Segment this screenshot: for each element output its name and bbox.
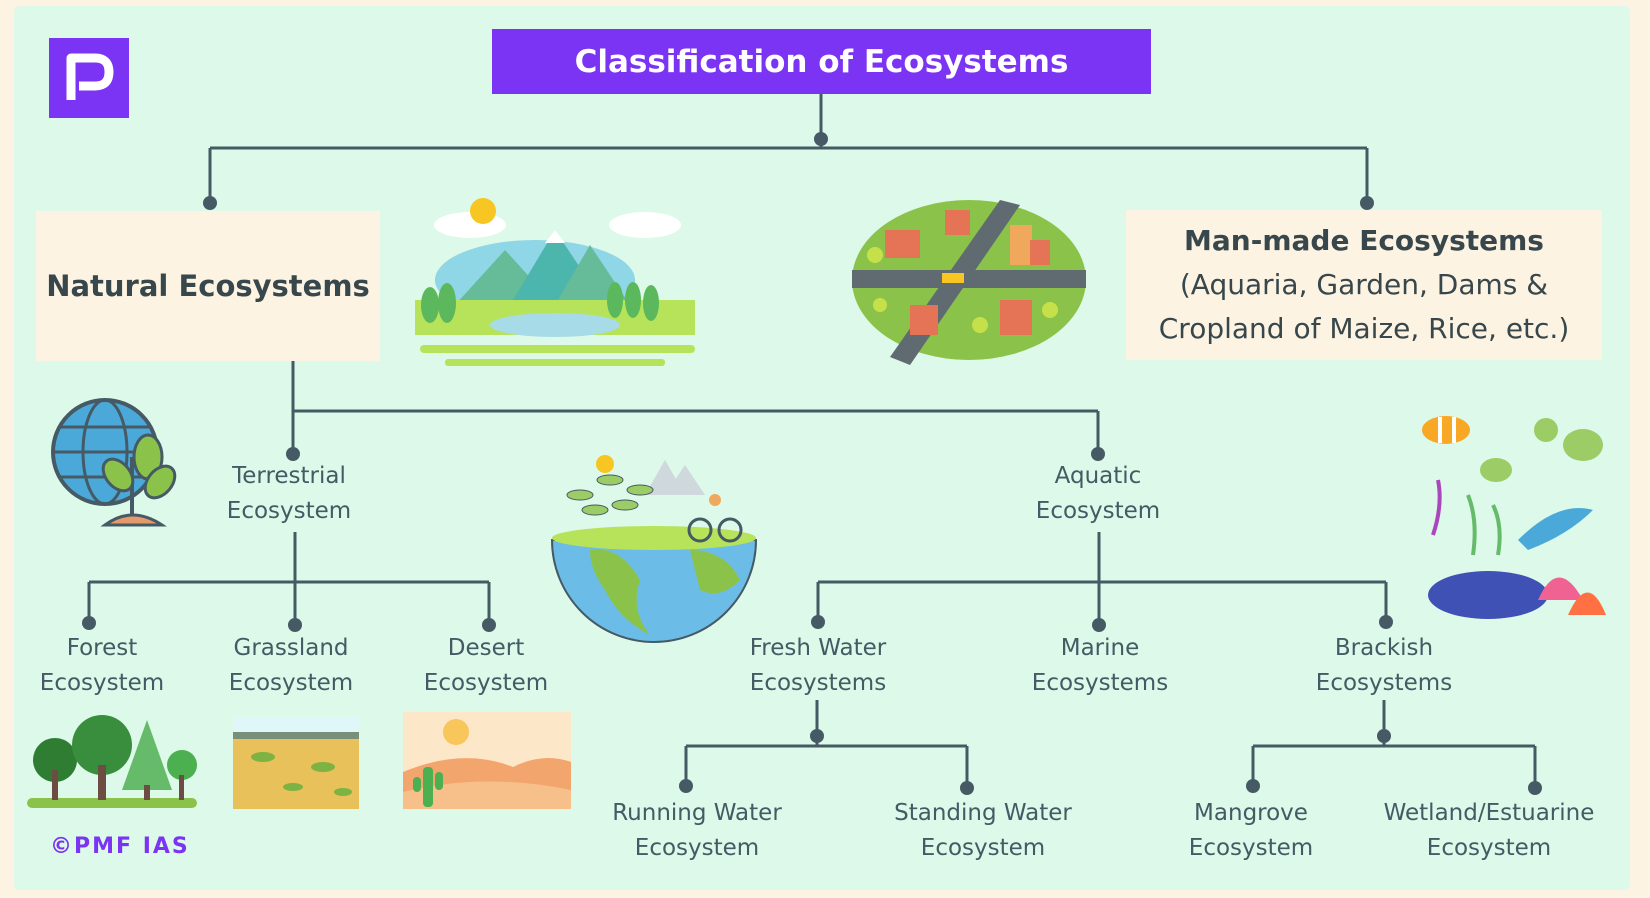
- desert-line1: Desert: [447, 635, 525, 661]
- wetland-estuarine-ecosystem-node: Wetland/Estuarine Ecosystem: [1384, 796, 1595, 866]
- mangrove-line1: Mangrove: [1194, 800, 1308, 826]
- city-island-icon: [852, 200, 1086, 365]
- grassland-icon: [233, 717, 359, 809]
- grassland-line2: Ecosystem: [228, 670, 354, 696]
- pmf-logo-icon: [49, 38, 129, 118]
- desert-line2: Ecosystem: [423, 670, 549, 696]
- aquatic-line1: Aquatic: [1054, 463, 1142, 489]
- diagram-title: Classification of Ecosystems: [492, 29, 1151, 94]
- standing-line2: Ecosystem: [920, 835, 1046, 861]
- manmade-examples-line2: Cropland of Maize, Rice, etc.): [1158, 312, 1570, 345]
- wetland-line2: Ecosystem: [1426, 835, 1552, 861]
- running-line2: Ecosystem: [634, 835, 760, 861]
- standing-water-ecosystem-node: Standing Water Ecosystem: [894, 796, 1072, 866]
- manmade-title: Man-made Ecosystems: [1184, 224, 1544, 257]
- marine-line1: Marine: [1060, 635, 1140, 661]
- forest-line2: Ecosystem: [39, 670, 165, 696]
- forest-line1: Forest: [66, 635, 138, 661]
- desert-icon: [403, 712, 571, 809]
- freshwater-line1: Fresh Water: [749, 635, 887, 661]
- manmade-examples-line1: (Aquaria, Garden, Dams &: [1179, 268, 1549, 301]
- aquatic-ecosystem-node: Aquatic Ecosystem: [1036, 459, 1160, 529]
- grassland-ecosystem-node: Grassland Ecosystem: [229, 631, 353, 701]
- mountain-landscape-icon: [415, 198, 695, 366]
- desert-ecosystem-node: Desert Ecosystem: [424, 631, 548, 701]
- marine-line2: Ecosystems: [1031, 670, 1169, 696]
- terrestrial-ecosystem-node: Terrestrial Ecosystem: [227, 459, 351, 529]
- natural-ecosystems-box: Natural Ecosystems: [36, 211, 380, 361]
- terrestrial-line1: Terrestrial: [232, 463, 346, 489]
- running-water-ecosystem-node: Running Water Ecosystem: [612, 796, 782, 866]
- globe-plant-icon: [51, 398, 177, 527]
- earth-terrestrial-icon: [550, 455, 758, 643]
- marine-ecosystems-node: Marine Ecosystems: [1032, 631, 1168, 701]
- mangrove-line2: Ecosystem: [1188, 835, 1314, 861]
- terrestrial-line2: Ecosystem: [226, 498, 352, 524]
- brackish-line1: Brackish: [1334, 635, 1434, 661]
- forest-icon: [27, 715, 197, 808]
- copyright-text: ©PMF IAS: [50, 834, 190, 859]
- mangrove-ecosystem-node: Mangrove Ecosystem: [1189, 796, 1313, 866]
- aquatic-line2: Ecosystem: [1035, 498, 1161, 524]
- marine-life-icon: [1422, 416, 1606, 619]
- fresh-water-ecosystems-node: Fresh Water Ecosystems: [750, 631, 887, 701]
- running-line1: Running Water: [612, 800, 782, 826]
- brackish-line2: Ecosystems: [1315, 670, 1453, 696]
- wetland-line1: Wetland/Estuarine: [1383, 800, 1595, 826]
- manmade-ecosystems-box: Man-made Ecosystems (Aquaria, Garden, Da…: [1126, 210, 1602, 360]
- standing-line1: Standing Water: [894, 800, 1072, 826]
- forest-ecosystem-node: Forest Ecosystem: [40, 631, 164, 701]
- brackish-ecosystems-node: Brackish Ecosystems: [1316, 631, 1452, 701]
- freshwater-line2: Ecosystems: [749, 670, 887, 696]
- grassland-line1: Grassland: [233, 635, 349, 661]
